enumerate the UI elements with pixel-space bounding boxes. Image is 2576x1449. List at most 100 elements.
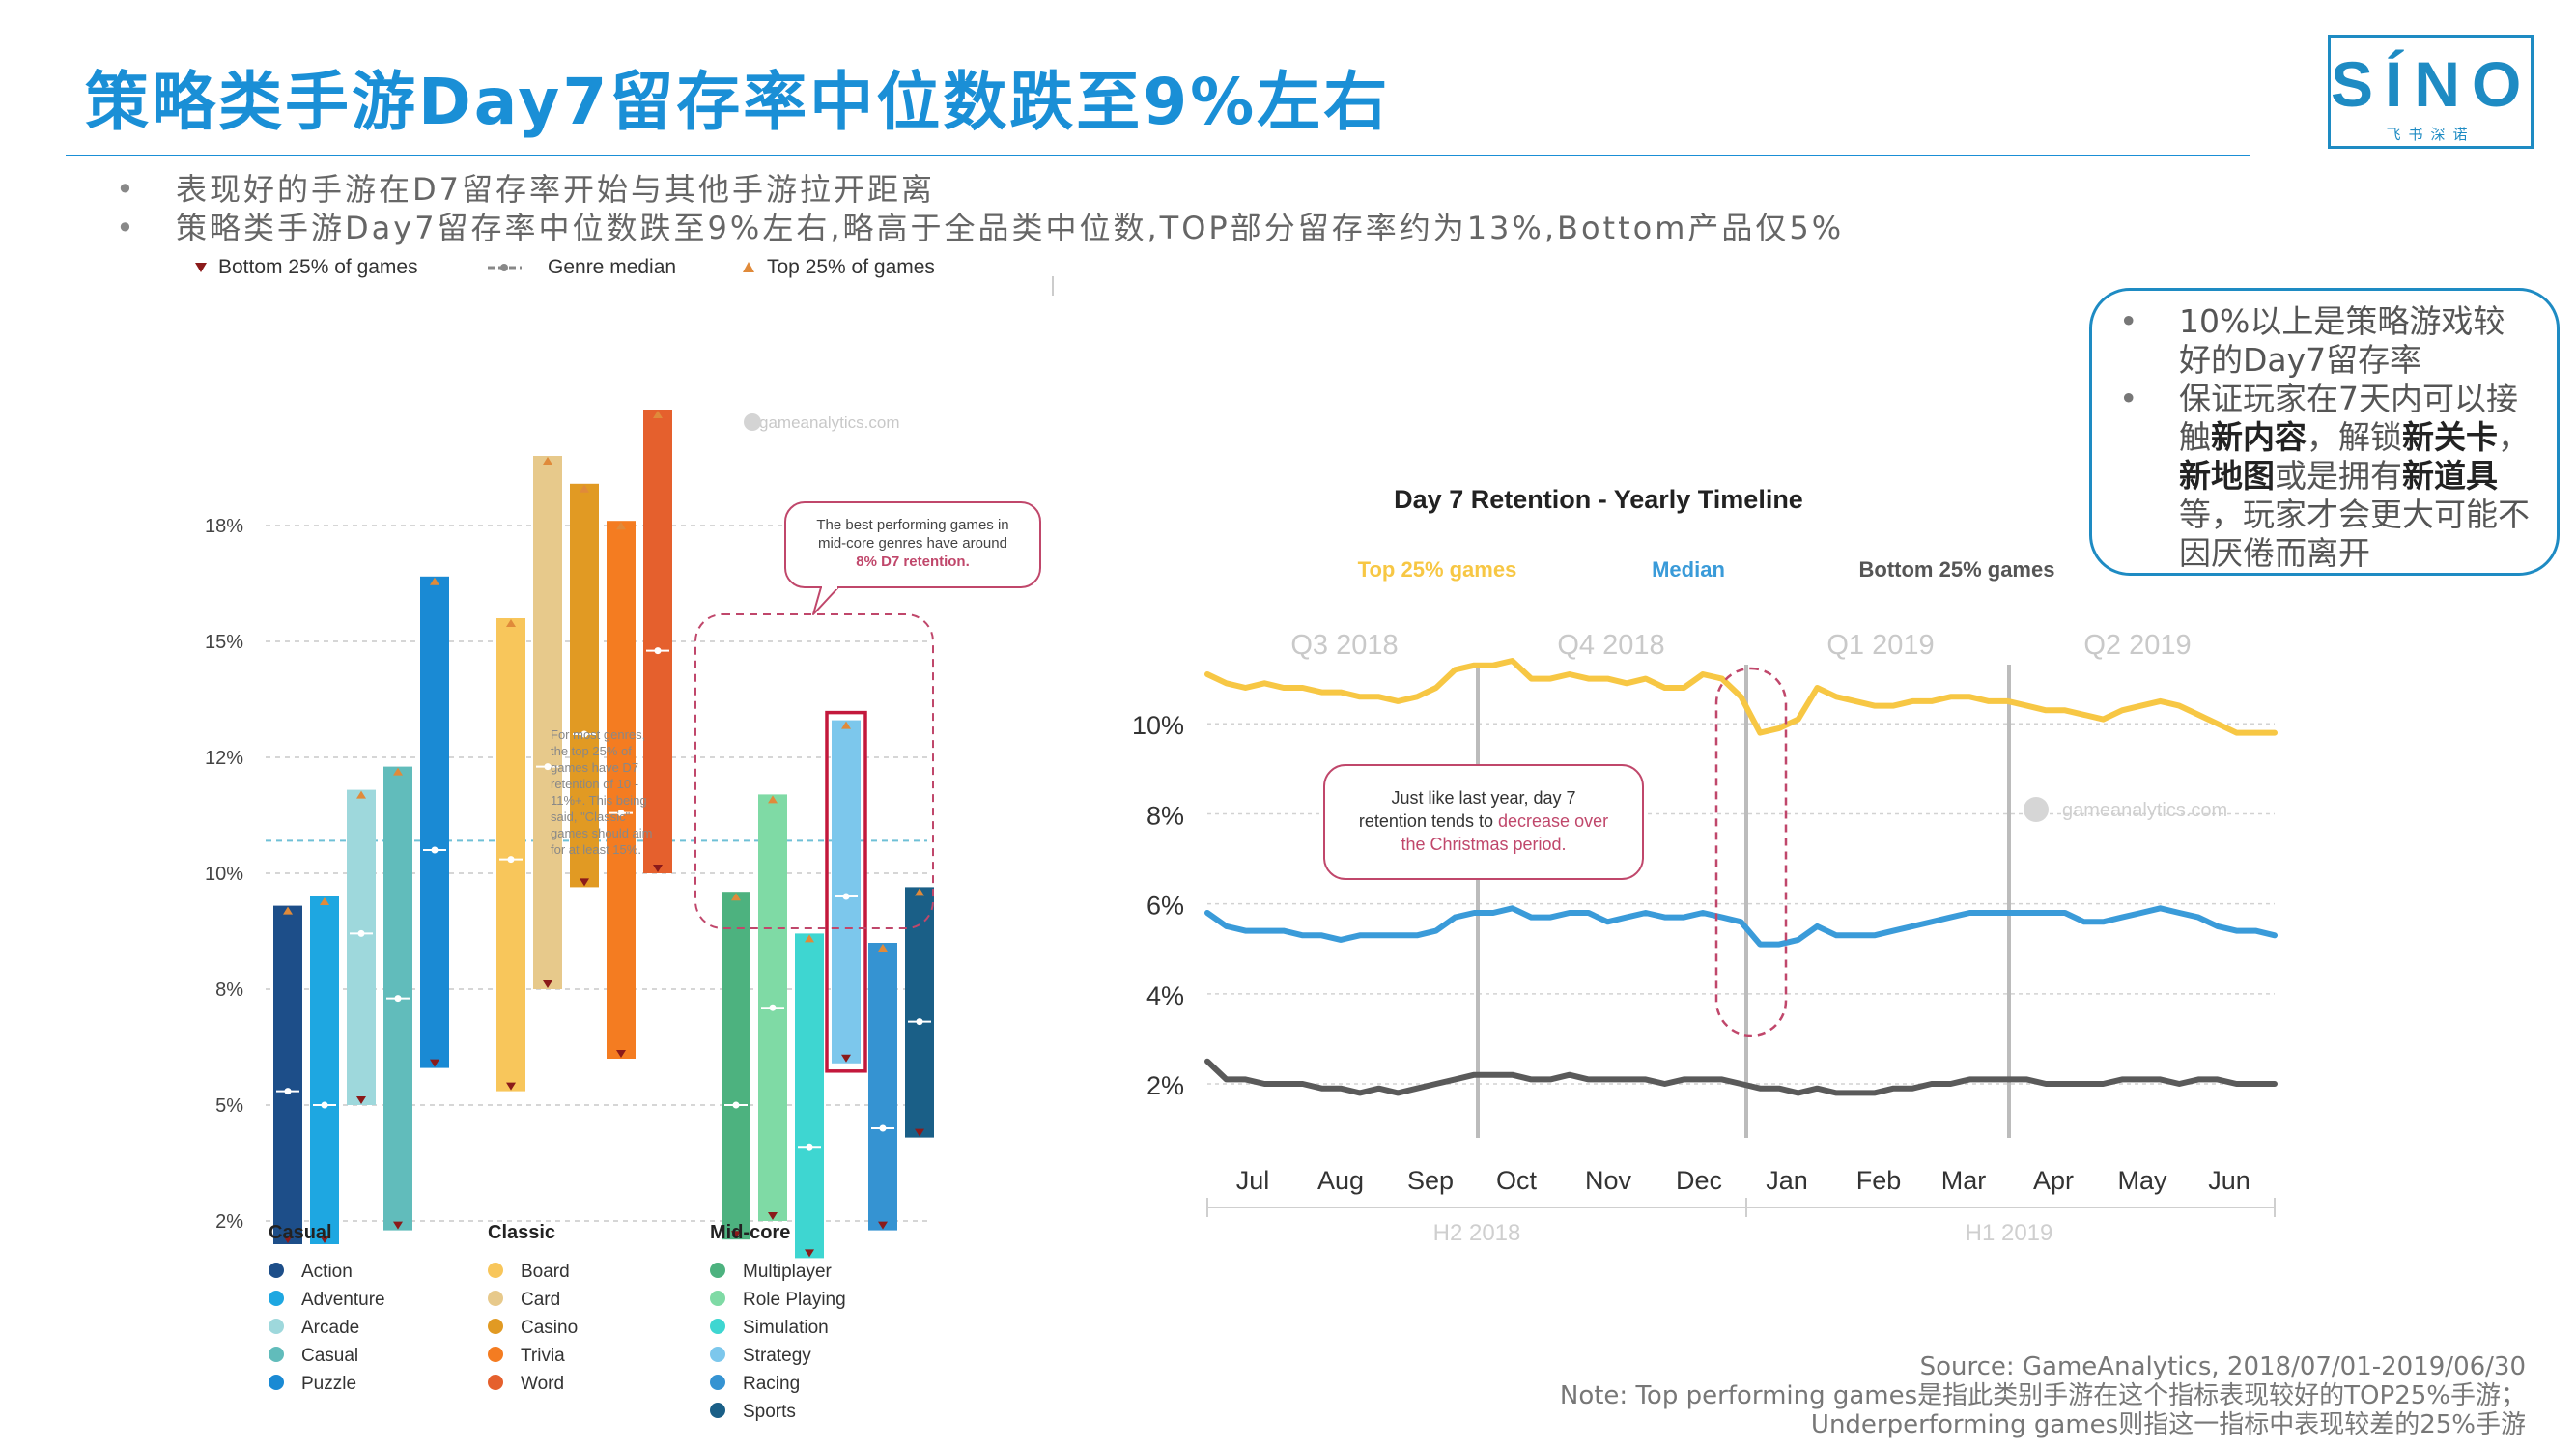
callout-emphasis: 新地图 [2179, 457, 2275, 495]
bullet-item: • 策略类手游Day7留存率中位数跌至9%左右,略高于全品类中位数,TOP部分留存… [116, 209, 1844, 247]
range-bar [420, 576, 449, 1068]
chart-legend: Bottom 25% of games Genre median Top 25%… [195, 256, 935, 278]
callout-emphasis: 新关卡 [2402, 418, 2498, 456]
bubble-line: mid-core genres have around [818, 535, 1007, 552]
side-note-line: 11%+. This being [551, 793, 647, 808]
group-title: Casual [269, 1222, 332, 1243]
month-label: Sep [1407, 1166, 1454, 1195]
bullet-text: 策略类手游Day7留存率中位数跌至9%左右,略高于全品类中位数,TOP部分留存率… [176, 210, 1845, 246]
median-dot [769, 1004, 777, 1011]
bottom-marker [616, 1050, 626, 1058]
top-marker [731, 893, 741, 901]
month-label: Oct [1496, 1166, 1538, 1195]
source-line: Underperforming games则指这一指标中表现较差的25%手游 [1810, 1410, 2526, 1439]
side-note-line: for at least 15%. [551, 842, 641, 857]
median-dot [284, 1088, 292, 1095]
y-tick-label: 15% [205, 632, 243, 653]
callout-text: 或是拥有 [2275, 457, 2402, 495]
series-line [1204, 658, 2278, 736]
bullet-text: 表现好的手游在D7留存率开始与其他手游拉开距离 [176, 171, 936, 208]
genre-swatch-icon [269, 1347, 284, 1362]
median-dot [654, 647, 662, 655]
half-label: H2 2018 [1433, 1220, 1521, 1246]
side-note-line: games should aim [551, 826, 653, 840]
bubble-highlight: 8% D7 retention. [856, 554, 970, 570]
month-label: Jan [1766, 1166, 1808, 1195]
genre-swatch-icon [269, 1291, 284, 1306]
genre-swatch-icon [488, 1347, 503, 1362]
bottom-marker [430, 1059, 439, 1067]
genre-label: Arcade [301, 1318, 359, 1338]
midcore-highlight-area [694, 613, 934, 929]
top-marker [393, 767, 403, 776]
top-marker [841, 721, 851, 729]
median-dot [357, 929, 365, 937]
genre-swatch-icon [710, 1375, 725, 1390]
y-tick-label: 8% [1146, 801, 1184, 830]
annotation-bubble: The best performing games in mid-core ge… [784, 501, 1041, 615]
y-tick-label: 2% [215, 1211, 243, 1233]
bottom-marker [543, 980, 552, 988]
source-line: Source: GameAnalytics, 2018/07/01-2019/0… [1919, 1352, 2526, 1381]
genre-swatch-icon [488, 1291, 503, 1306]
genre-swatch-icon [269, 1263, 284, 1278]
genre-label: Action [301, 1262, 353, 1282]
quarter-labels: Q3 2018 Q4 2018 Q1 2019 Q2 2019 [1290, 630, 2191, 661]
bottom-marker [580, 878, 589, 887]
callout-text: 等，玩家才会更大可能不因厌倦而离开 [2179, 496, 2530, 572]
median-dot [842, 893, 850, 900]
callout-item: • 保证玩家在7天内可以接触新内容，解锁新关卡， 新地图或是拥有新道具等，玩家才会更… [2119, 380, 2535, 573]
top-marker [506, 619, 516, 627]
group-title: Classic [488, 1222, 555, 1243]
christmas-annotation: Just like last year, day 7 retention ten… [1323, 764, 1644, 880]
bottom-marker [915, 1128, 924, 1137]
month-label: May [2117, 1166, 2167, 1195]
side-note: For most genres, the top 25% of games have… [551, 727, 653, 857]
logo-subtitle: 飞书深诺 [2331, 124, 2531, 144]
side-note-line: the top 25% of [551, 744, 632, 758]
quarter-label: Q1 2019 [1826, 630, 1934, 661]
bullet-dot-icon: • [116, 210, 137, 246]
range-bar [795, 933, 824, 1259]
y-tick-label: 8% [215, 980, 243, 1001]
top-marker [653, 411, 663, 418]
top-marker [580, 484, 589, 493]
genre-swatch-icon [269, 1319, 284, 1334]
bottom-marker [653, 865, 663, 872]
watermark-logo-icon [744, 413, 761, 431]
legend-bottom: Bottom 25% of games [218, 256, 418, 278]
timeline-grid: 2% 4% 6% 8% 10% [1132, 665, 2275, 1138]
callout-emphasis: 新道具 [2402, 457, 2498, 495]
median-dot [394, 995, 402, 1003]
median-dot [321, 1101, 328, 1109]
median-dot [879, 1124, 887, 1132]
bullet-dot-icon: • [116, 171, 137, 208]
top-marker [543, 457, 552, 465]
legend-median: Genre median [548, 256, 676, 278]
y-tick-label: 4% [1146, 981, 1184, 1010]
top-marker [320, 897, 329, 905]
side-note-line: For most genres, [551, 727, 645, 742]
genre-label: Sports [743, 1402, 796, 1422]
range-bar [868, 943, 897, 1231]
range-bar [310, 896, 339, 1244]
genre-label: Simulation [743, 1318, 829, 1338]
month-label: Jun [2208, 1166, 2250, 1195]
quarter-label: Q2 2019 [2083, 630, 2191, 661]
y-tick-label: 2% [1146, 1071, 1184, 1100]
genre-swatch-icon [710, 1319, 725, 1334]
top-marker [805, 934, 814, 943]
callout-emphasis: 新内容 [2211, 418, 2307, 456]
chart-title: Day 7 Retention - Yearly Timeline [1394, 485, 1803, 514]
median-dot [916, 1018, 923, 1026]
genre-swatch-icon [710, 1403, 725, 1418]
top-marker [616, 522, 626, 530]
bottom-marker [393, 1221, 403, 1230]
y-tick-label: 12% [205, 748, 243, 769]
range-bars [273, 410, 934, 1259]
range-bar [273, 905, 302, 1244]
genre-retention-range-chart: Bottom 25% of games Genre median Top 25%… [195, 256, 1054, 1422]
genre-label: Role Playing [743, 1290, 846, 1310]
summary-bullets: • 表现好的手游在D7留存率开始与其他手游拉开距离 • 策略类手游Day7留存率中位… [116, 170, 1844, 247]
range-bar [722, 892, 750, 1240]
